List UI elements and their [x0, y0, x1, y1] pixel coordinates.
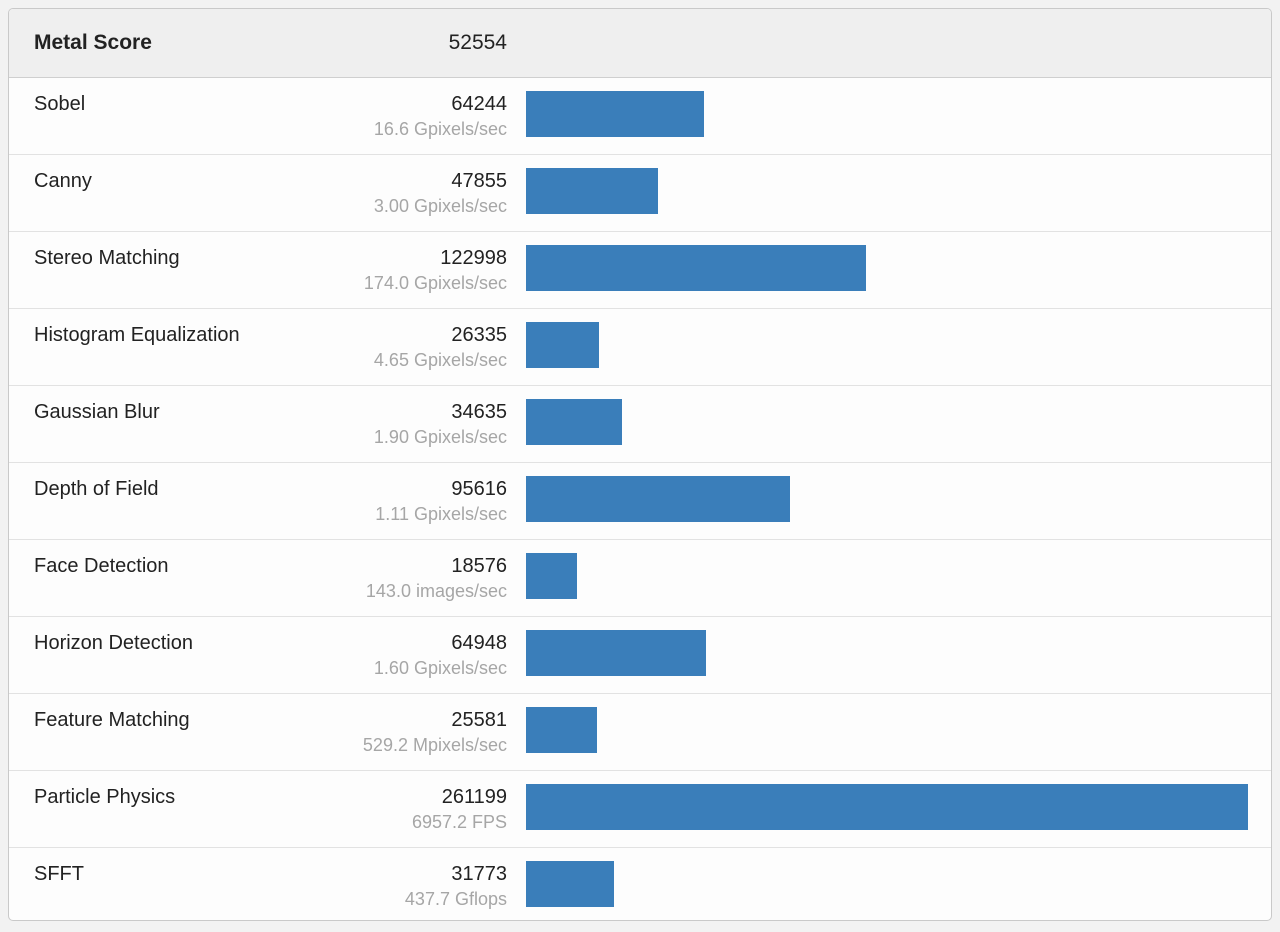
benchmark-score-bar [526, 476, 790, 522]
benchmark-row: Horizon Detection 64948 1.60 Gpixels/sec [9, 617, 1271, 694]
benchmark-score: 25581 [451, 709, 507, 731]
benchmark-name: SFFT [34, 863, 84, 885]
benchmark-score: 95616 [451, 478, 507, 500]
benchmark-row: Face Detection 18576 143.0 images/sec [9, 540, 1271, 617]
metal-score-title: Metal Score [34, 31, 152, 54]
benchmark-name: Histogram Equalization [34, 324, 240, 346]
benchmark-score-bar [526, 784, 1248, 830]
benchmark-throughput: 1.11 Gpixels/sec [375, 504, 507, 524]
benchmark-score-bar [526, 399, 622, 445]
metal-score-header: Metal Score 52554 [9, 9, 1271, 78]
benchmark-name: Sobel [34, 93, 86, 115]
benchmark-name: Horizon Detection [34, 632, 193, 654]
benchmark-row: Feature Matching 25581 529.2 Mpixels/sec [9, 694, 1271, 771]
metal-score-panel: Metal Score 52554 Sobel 64244 16.6 Gpixels… [8, 8, 1272, 921]
benchmark-score: 64948 [451, 632, 507, 654]
benchmark-row: Canny 47855 3.00 Gpixels/sec [9, 155, 1271, 232]
benchmark-row: SFFT 31773 437.7 Gflops [9, 848, 1271, 920]
benchmark-throughput: 3.00 Gpixels/sec [373, 196, 507, 216]
benchmark-score-bar [526, 553, 577, 599]
benchmark-row: Histogram Equalization 26335 4.65 Gpixels/… [9, 309, 1271, 386]
benchmark-score: 26335 [451, 324, 507, 346]
benchmark-throughput: 529.2 Mpixels/sec [362, 735, 507, 755]
benchmark-throughput: 437.7 Gflops [404, 889, 507, 909]
benchmark-score-bar [526, 168, 658, 214]
benchmark-throughput: 1.60 Gpixels/sec [373, 658, 507, 678]
benchmark-throughput: 1.90 Gpixels/sec [373, 427, 507, 447]
benchmark-score: 18576 [451, 555, 507, 577]
benchmark-row: Depth of Field 95616 1.11 Gpixels/sec [9, 463, 1271, 540]
benchmark-score: 122998 [440, 247, 507, 269]
benchmark-score-bar [526, 322, 599, 368]
benchmark-row: Sobel 64244 16.6 Gpixels/sec [9, 78, 1271, 155]
benchmark-name: Stereo Matching [34, 247, 180, 269]
benchmark-row: Stereo Matching 122998 174.0 Gpixels/sec [9, 232, 1271, 309]
benchmark-score-bar [526, 245, 866, 291]
benchmark-score: 261199 [441, 786, 507, 808]
benchmark-name: Particle Physics [34, 786, 176, 808]
benchmark-score-bar [526, 630, 706, 676]
benchmark-score: 47855 [451, 170, 507, 192]
benchmark-score-bar [526, 707, 597, 753]
benchmark-score: 31773 [451, 863, 507, 885]
benchmark-score-bar [526, 861, 614, 907]
benchmark-throughput: 16.6 Gpixels/sec [373, 119, 507, 139]
benchmark-name: Feature Matching [34, 709, 190, 731]
benchmark-row: Gaussian Blur 34635 1.90 Gpixels/sec [9, 386, 1271, 463]
benchmark-name: Canny [34, 170, 92, 192]
benchmark-throughput: 143.0 images/sec [365, 581, 507, 601]
benchmark-throughput: 6957.2 FPS [411, 812, 507, 832]
benchmark-rows: Sobel 64244 16.6 Gpixels/sec Canny 47855 3.00… [9, 78, 1271, 920]
benchmark-score-bar [526, 91, 704, 137]
benchmark-throughput: 4.65 Gpixels/sec [373, 350, 507, 370]
benchmark-name: Depth of Field [34, 478, 159, 500]
benchmark-name: Gaussian Blur [34, 401, 160, 423]
metal-score-value: 52554 [448, 31, 507, 54]
benchmark-name: Face Detection [34, 555, 169, 577]
benchmark-throughput: 174.0 Gpixels/sec [363, 273, 507, 293]
benchmark-row: Particle Physics 261199 6957.2 FPS [9, 771, 1271, 848]
benchmark-score: 64244 [451, 93, 507, 115]
benchmark-score: 34635 [451, 401, 507, 423]
